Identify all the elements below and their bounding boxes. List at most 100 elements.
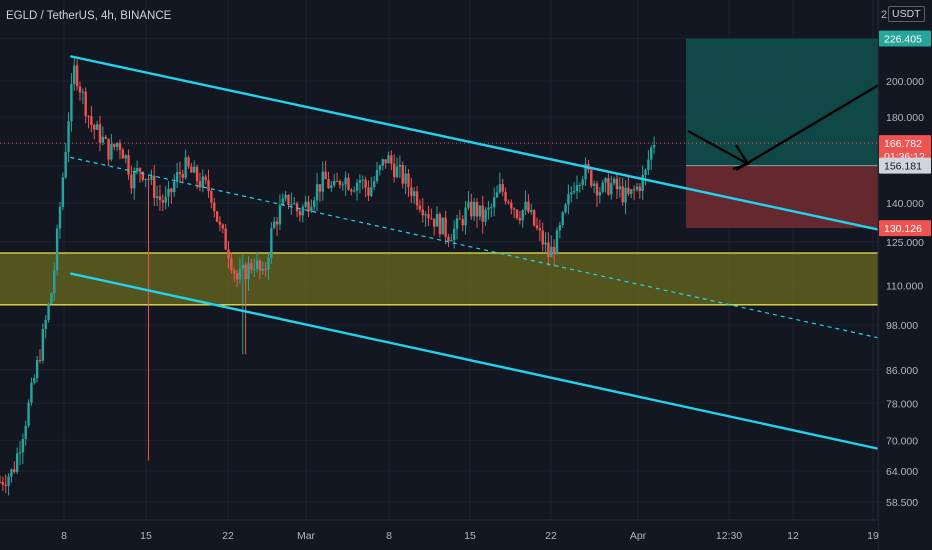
candle-body (610, 183, 613, 195)
candle-body (387, 155, 390, 164)
candle-body (164, 196, 167, 203)
candle-body (213, 202, 216, 212)
candle-body (618, 186, 622, 190)
candle-body (570, 192, 573, 195)
candle-body (558, 225, 562, 231)
candle-body (175, 172, 179, 183)
candle-body (167, 188, 170, 197)
candles (0, 57, 656, 496)
candle-body (418, 205, 422, 210)
candle-body (432, 218, 436, 227)
candle-body (295, 203, 299, 212)
candle-body (118, 142, 122, 150)
candle-body (15, 453, 19, 472)
candle-body (550, 246, 553, 258)
candle-body (327, 179, 330, 189)
stop-area[interactable] (686, 165, 878, 229)
candle-body (638, 186, 642, 192)
candle-body (95, 124, 99, 130)
candle-body (244, 264, 247, 280)
trendline-upper[interactable] (69, 55, 886, 233)
candle-body (641, 174, 644, 192)
candle-body (412, 191, 416, 197)
candle-body (138, 168, 142, 172)
candle-body (544, 242, 547, 245)
candle-body (561, 212, 564, 226)
arrow-down-leg[interactable] (687, 129, 749, 166)
candle-body (438, 214, 442, 235)
candle-body (121, 149, 125, 159)
candle-body (472, 202, 476, 217)
price-tag-label: 226.405 (884, 34, 922, 46)
candle-body (430, 218, 433, 220)
time-tick-label: 15 (140, 530, 152, 542)
candle-body (518, 217, 522, 221)
profit-area[interactable] (686, 38, 878, 166)
candle-body (24, 425, 27, 439)
candle-body (84, 91, 87, 117)
candle-body (247, 263, 250, 280)
price-tick-label: 86.000 (886, 365, 918, 377)
price-tick-label: 64.000 (886, 466, 918, 478)
candle-body (113, 144, 116, 147)
time-tick-label: 8 (386, 530, 392, 542)
candle-body (381, 159, 384, 166)
candle-body (464, 207, 467, 226)
arrow-up-leg[interactable] (735, 81, 883, 172)
time-tick-label: 19 (867, 530, 879, 542)
candle-body (372, 181, 376, 188)
candle-body (332, 180, 336, 186)
symbol-title[interactable]: EGLD / TetherUS, 4h, BINANCE (6, 10, 172, 22)
candle-body (284, 194, 287, 199)
time-axis[interactable]: 8 15 22 Mar 8 15 22 Apr 12:30 12 19 (0, 519, 879, 550)
candle-body (310, 206, 313, 212)
currency-button[interactable]: USDT (888, 6, 925, 22)
candle-body (435, 214, 439, 227)
candle-body (444, 217, 447, 237)
time-tick-label: Apr (630, 530, 647, 542)
candle-body (347, 177, 350, 190)
candle-body (278, 205, 282, 225)
candle-body (361, 179, 364, 181)
time-tick-label: 12:30 (716, 530, 742, 542)
candle-body (230, 258, 233, 271)
candle-body (21, 438, 25, 453)
candle-body (115, 142, 119, 147)
candle-body (107, 138, 110, 160)
candle-body (93, 125, 96, 130)
trendline-lower[interactable] (69, 272, 886, 452)
trendlines[interactable] (69, 55, 886, 452)
candle-body (307, 201, 310, 212)
candle-body (652, 144, 656, 148)
candle-body (90, 116, 93, 126)
candle-body (424, 214, 427, 216)
candle-body (224, 228, 227, 250)
arrow-drawings[interactable] (687, 81, 883, 172)
candle-body (401, 164, 404, 184)
price-axis-bg (878, 0, 932, 550)
candle-body (47, 303, 50, 320)
candle-body (253, 269, 256, 271)
candle-body (301, 206, 304, 216)
candle-body (415, 191, 419, 206)
candle-body (255, 260, 259, 270)
long-position-tool[interactable] (0, 38, 878, 229)
candle-body (195, 166, 199, 182)
candle-body (161, 200, 165, 203)
candle-body (547, 242, 550, 258)
candle-body (55, 228, 59, 271)
candle-body (592, 183, 596, 186)
candle-body (452, 228, 456, 241)
price-tag-label: 156.181 (884, 161, 922, 173)
price-tick-label: 140.000 (886, 198, 924, 210)
candle-body (187, 157, 190, 167)
trendline-mid[interactable] (70, 156, 886, 341)
candle-body (13, 469, 16, 472)
candle-body (304, 201, 307, 207)
candle-body (598, 191, 602, 196)
price-axis[interactable]: 58.500 64.000 70.000 78.000 86.000 98.000 110.… (877, 0, 932, 550)
candle-body (601, 182, 604, 192)
candle-body (133, 171, 136, 189)
candle-body (298, 211, 302, 216)
